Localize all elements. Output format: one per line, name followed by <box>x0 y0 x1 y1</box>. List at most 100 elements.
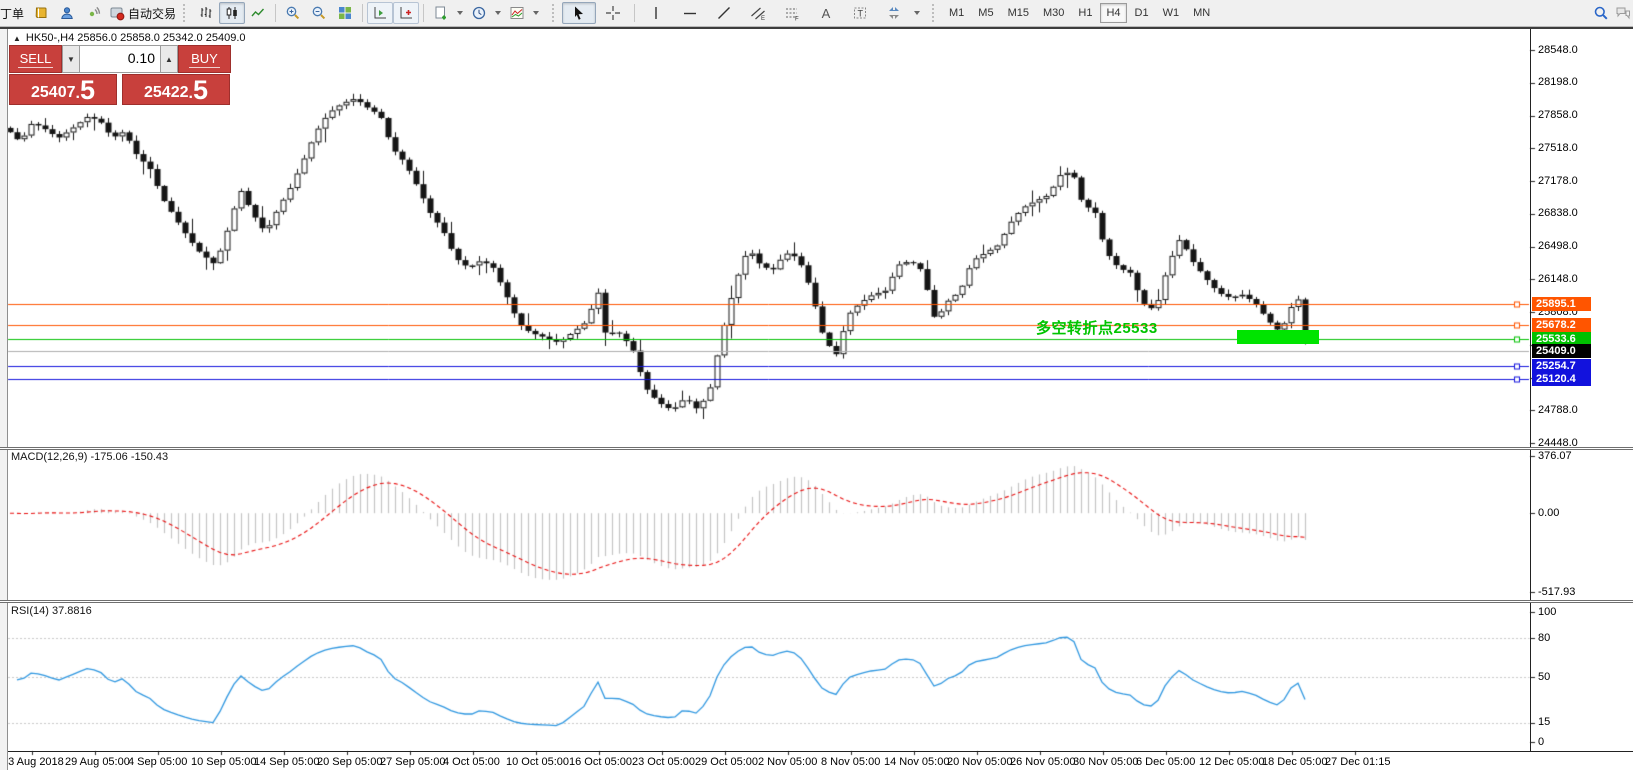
annotation-text[interactable]: 多空转折点25533 <box>1036 320 1158 337</box>
collapse-arrow-icon[interactable]: ▲ <box>13 33 21 43</box>
caret-down-icon[interactable] <box>914 11 920 15</box>
tile-windows-button[interactable] <box>332 2 358 24</box>
time-axis-border <box>0 751 1633 752</box>
toolbar-grip[interactable] <box>183 4 189 22</box>
bar-chart-button[interactable] <box>193 2 219 24</box>
chart-shift-button[interactable] <box>367 2 394 24</box>
highlight-rectangle[interactable] <box>1237 330 1319 344</box>
autotrading-button[interactable]: 自动交易 <box>106 2 179 24</box>
timeframe-mn[interactable]: MN <box>1193 7 1211 19</box>
timeframe-m30[interactable]: M30 <box>1042 7 1065 19</box>
candlestick-chart-button[interactable] <box>219 2 246 24</box>
chart-header: ▲ HK50-,H4 25856.0 25858.0 25342.0 25409… <box>13 32 246 44</box>
bid-price-label: 25409.0 <box>1532 343 1591 358</box>
horizontal-line-tool-button[interactable] <box>673 2 707 24</box>
toolbar-grip[interactable] <box>552 4 558 22</box>
toolbar-grip[interactable] <box>932 4 938 22</box>
zoom-out-icon <box>312 6 326 20</box>
auto-scroll-icon <box>400 7 413 19</box>
new-chart-icon <box>435 6 447 20</box>
buy-price-button[interactable]: 25422. 5 <box>122 74 230 105</box>
buy-label: BUY <box>189 50 220 68</box>
sell-price-main: 25407 <box>31 84 76 101</box>
text-label-tool-button[interactable]: T <box>843 2 877 24</box>
time-tick-label: 20 Nov 05:00 <box>947 756 1013 768</box>
symbol-ohlc-line: HK50-,H4 25856.0 25858.0 25342.0 25409.0 <box>25 32 246 44</box>
signals-button[interactable] <box>80 2 106 24</box>
text-tool-button[interactable]: A <box>809 2 843 24</box>
cursor-tool-button[interactable] <box>562 2 596 24</box>
caret-down-icon[interactable] <box>533 11 540 15</box>
timeframe-m15[interactable]: M15 <box>1007 7 1029 19</box>
timeframe-d1[interactable]: D1 <box>1134 7 1149 19</box>
community-button[interactable] <box>54 2 80 24</box>
time-tick-label: 26 Nov 05:00 <box>1010 756 1076 768</box>
timeframe-m1[interactable]: M1 <box>949 7 965 19</box>
buy-price-main: 25422 <box>144 84 189 101</box>
channel-tool-button[interactable]: E <box>741 2 775 24</box>
trendline-icon <box>718 7 730 19</box>
time-tick-label: 12 Dec 05:00 <box>1199 756 1265 768</box>
shapes-tool-button[interactable] <box>877 2 911 24</box>
candles-icon <box>226 7 237 19</box>
rsi-axis-label: 0 <box>1538 735 1545 748</box>
timeframe-h4[interactable]: H4 <box>1100 3 1127 23</box>
time-tick-label: 8 Nov 05:00 <box>821 756 881 768</box>
crosshair-icon <box>606 6 620 20</box>
time-tick-label: 16 Oct 05:00 <box>569 756 632 768</box>
rsi-label: RSI(14) 37.8816 <box>11 605 92 617</box>
buy-button[interactable]: BUY <box>178 45 231 73</box>
timeframe-h1[interactable]: H1 <box>1078 7 1093 19</box>
search-icon[interactable] <box>1593 5 1609 21</box>
time-tick-label: 20 Sep 05:00 <box>317 756 383 768</box>
time-tick-label: 23 Oct 05:00 <box>632 756 695 768</box>
volume-increase-button[interactable]: ▲ <box>160 45 178 73</box>
time-tick-label: 4 Sep 05:00 <box>128 756 188 768</box>
pane-splitter-macd[interactable] <box>0 447 1633 450</box>
auto-scroll-button[interactable] <box>393 2 420 24</box>
book-icon <box>35 7 47 19</box>
sell-price-button[interactable]: 25407. 5 <box>9 74 117 105</box>
toolbar-separator <box>362 4 364 22</box>
zoom-in-icon <box>286 6 300 20</box>
tile-windows-icon <box>339 7 352 19</box>
volume-decrease-button[interactable]: ▼ <box>62 45 80 73</box>
zoom-in-button[interactable] <box>280 2 306 24</box>
zoom-out-button[interactable] <box>306 2 332 24</box>
toolbar-separator <box>423 4 425 22</box>
trendline-tool-button[interactable] <box>707 2 741 24</box>
sell-price-frac: 5 <box>79 75 95 105</box>
market-watch-button[interactable] <box>28 2 54 24</box>
letter-a-icon: A <box>821 5 831 21</box>
new-chart-button[interactable] <box>428 2 454 24</box>
pane-splitter-rsi[interactable] <box>0 600 1633 603</box>
timeframe-w1[interactable]: W1 <box>1162 7 1180 19</box>
indicators-icon <box>510 7 524 19</box>
price-tick-label: 24788.0 <box>1538 403 1578 416</box>
one-click-trading-widget: SELL ▼ 0.10 ▲ BUY 25407. 5 25422. 5 <box>9 45 231 105</box>
sell-button[interactable]: SELL <box>9 45 62 73</box>
time-tick-label: 10 Oct 05:00 <box>506 756 569 768</box>
volume-input[interactable]: 0.10 <box>80 45 160 73</box>
svg-text:F: F <box>795 17 799 22</box>
vertical-line-tool-button[interactable] <box>639 2 673 24</box>
caret-down-icon[interactable] <box>495 11 502 15</box>
text-label-icon: T <box>854 7 866 19</box>
timeframe-m5[interactable]: M5 <box>978 7 994 19</box>
periods-button[interactable] <box>466 2 492 24</box>
price-axis-border <box>1530 28 1531 752</box>
chat-icon[interactable] <box>1615 5 1631 21</box>
time-tick-label: 10 Sep 05:00 <box>191 756 257 768</box>
line-chart-button[interactable] <box>245 2 271 24</box>
fibonacci-tool-button[interactable]: F <box>775 2 809 24</box>
crosshair-tool-button[interactable] <box>596 2 630 24</box>
chart-left-edge <box>0 27 8 770</box>
equidistant-channel-icon: E <box>751 7 765 21</box>
time-tick-label: 6 Dec 05:00 <box>1136 756 1196 768</box>
indicators-button[interactable] <box>504 2 530 24</box>
caret-down-icon[interactable] <box>457 11 464 15</box>
toolbar-group-main: 丁单 自动交易 <box>0 0 542 26</box>
timeframe-buttons: M1 M5 M15 M30 H1 H4 D1 W1 MN <box>942 3 1217 23</box>
new-order-button[interactable]: 丁单 <box>0 6 25 21</box>
